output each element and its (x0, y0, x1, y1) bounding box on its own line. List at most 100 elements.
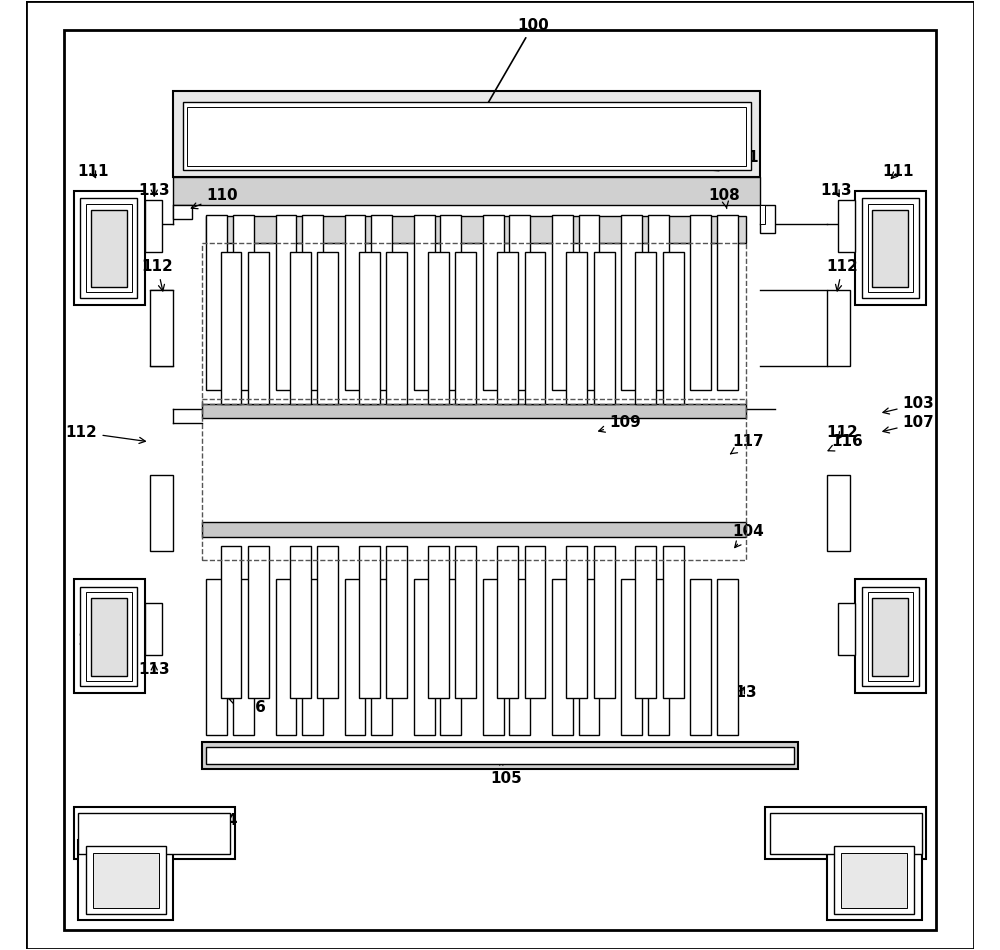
Bar (579, 215, 599, 390)
Bar (78, 840, 173, 921)
Bar (509, 215, 530, 390)
Bar (173, 177, 760, 205)
Bar (841, 853, 907, 908)
Bar (183, 102, 751, 170)
Bar (80, 587, 137, 686)
Text: 102: 102 (618, 117, 688, 143)
Text: 111: 111 (77, 164, 108, 180)
Bar (760, 205, 765, 224)
Bar (173, 91, 760, 177)
Bar (233, 580, 254, 735)
Bar (525, 546, 545, 697)
Bar (80, 199, 137, 298)
Text: 113: 113 (138, 183, 170, 199)
Bar (359, 253, 380, 404)
Text: 106: 106 (229, 698, 267, 714)
Bar (74, 191, 145, 305)
Bar (221, 546, 241, 697)
Text: 103: 103 (883, 396, 934, 414)
Bar (648, 215, 669, 390)
Bar (386, 546, 407, 697)
Bar (206, 580, 227, 735)
Bar (509, 580, 530, 735)
Text: 116: 116 (828, 434, 863, 451)
Bar (552, 215, 573, 390)
Text: 115: 115 (844, 880, 876, 895)
Bar (440, 215, 461, 390)
Bar (302, 215, 323, 390)
Bar (872, 210, 908, 288)
Bar (566, 546, 587, 697)
Bar (497, 546, 518, 697)
Text: 111: 111 (77, 634, 108, 648)
Bar (145, 603, 162, 655)
Text: 115: 115 (91, 880, 123, 895)
Bar (483, 580, 504, 735)
Text: 100: 100 (483, 17, 549, 111)
Bar (345, 580, 365, 735)
Text: 113: 113 (138, 662, 170, 676)
Bar (428, 253, 449, 404)
Bar (290, 253, 311, 404)
Bar (290, 546, 311, 697)
Text: 112: 112 (827, 259, 859, 291)
Bar (202, 399, 746, 560)
Bar (86, 846, 166, 914)
Text: 111: 111 (882, 634, 914, 648)
Bar (221, 253, 241, 404)
Text: 114: 114 (196, 813, 238, 838)
Bar (78, 813, 230, 854)
Bar (648, 580, 669, 735)
Bar (371, 215, 392, 390)
Bar (635, 253, 656, 404)
Bar (621, 215, 642, 390)
Text: 113: 113 (820, 183, 852, 199)
Bar (455, 253, 476, 404)
Bar (834, 846, 914, 914)
Bar (579, 580, 599, 735)
Bar (855, 580, 926, 693)
Bar (371, 580, 392, 735)
Bar (414, 215, 435, 390)
Bar (483, 215, 504, 390)
Bar (827, 291, 850, 366)
Text: 112: 112 (827, 425, 859, 440)
Text: 109: 109 (599, 415, 641, 432)
Bar (868, 593, 913, 680)
Bar (838, 603, 855, 655)
Bar (868, 204, 913, 293)
Bar (317, 253, 338, 404)
Bar (497, 253, 518, 404)
Text: 110: 110 (191, 188, 238, 209)
Bar (838, 200, 855, 253)
Bar (93, 853, 159, 908)
Bar (317, 546, 338, 697)
Text: 113: 113 (726, 685, 757, 700)
Text: 114: 114 (807, 813, 849, 838)
Bar (187, 106, 746, 166)
Bar (862, 587, 919, 686)
Bar (359, 546, 380, 697)
Bar (770, 813, 922, 854)
Bar (248, 546, 269, 697)
Bar (86, 593, 132, 680)
Bar (414, 580, 435, 735)
Bar (566, 253, 587, 404)
Bar (150, 475, 173, 551)
Bar (455, 546, 476, 697)
Bar (74, 807, 235, 859)
Bar (206, 747, 794, 764)
Bar (621, 580, 642, 735)
Bar (150, 291, 173, 366)
Bar (86, 204, 132, 293)
Bar (872, 598, 908, 675)
Bar (276, 580, 296, 735)
Bar (663, 546, 684, 697)
Bar (91, 210, 127, 288)
Bar (202, 243, 746, 404)
Bar (760, 205, 775, 234)
Bar (91, 598, 127, 675)
Bar (594, 253, 615, 404)
Text: 111: 111 (882, 164, 914, 180)
Bar (690, 580, 711, 735)
